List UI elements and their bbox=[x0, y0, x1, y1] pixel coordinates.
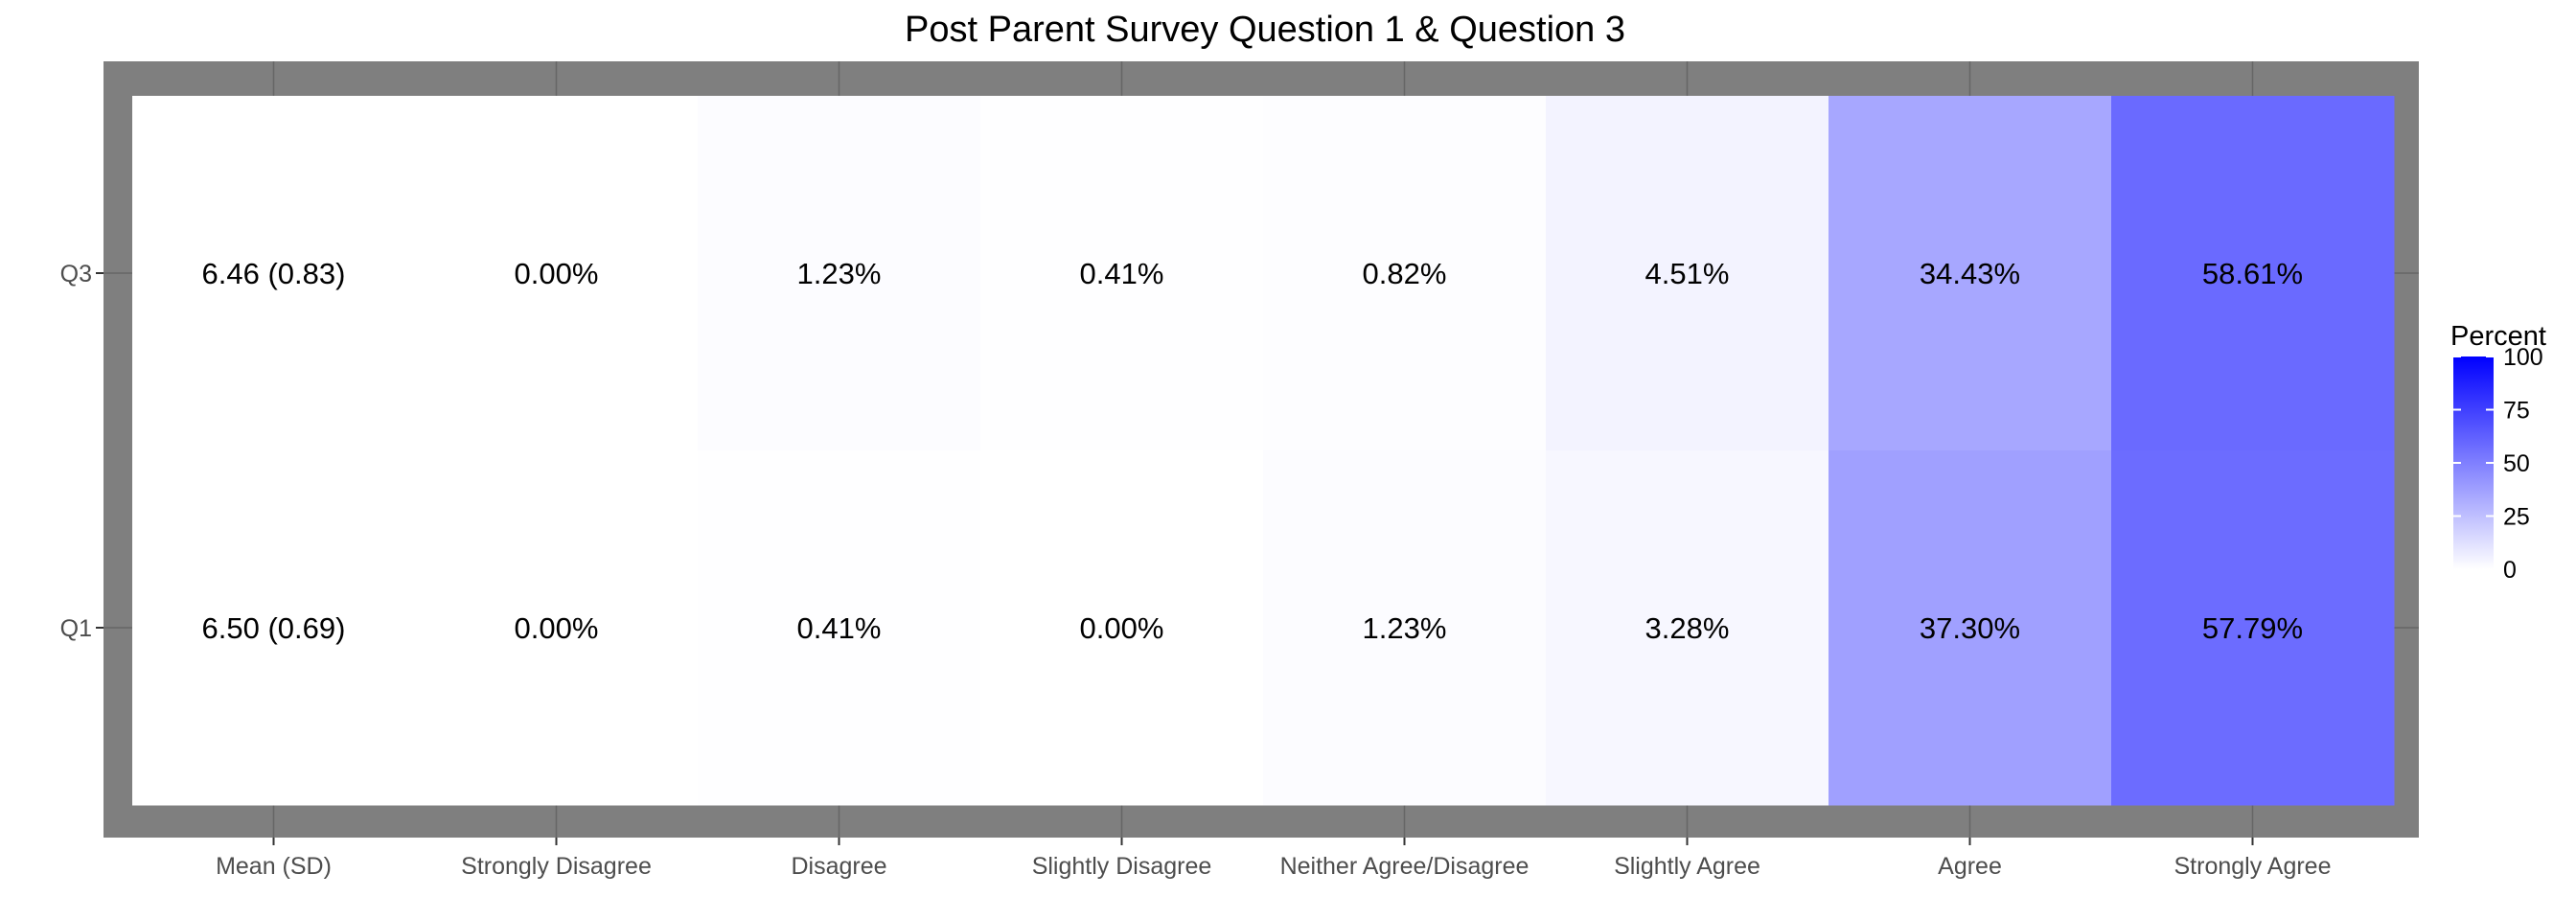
y-tick-label: Q3 bbox=[60, 261, 92, 288]
cell-value-label: 0.41% bbox=[797, 611, 882, 645]
legend-title: Percent bbox=[2450, 321, 2546, 352]
x-tick-label: Mean (SD) bbox=[216, 853, 332, 880]
heatmap-cell bbox=[132, 450, 416, 806]
cell-value-label: 6.46 (0.83) bbox=[202, 257, 346, 290]
cell-value-label: 0.41% bbox=[1080, 257, 1164, 290]
heatmap-cell bbox=[132, 96, 416, 451]
cell-value-label: 58.61% bbox=[2202, 257, 2303, 290]
cell-value-label: 3.28% bbox=[1645, 611, 1730, 645]
heatmap-cell bbox=[1263, 96, 1547, 451]
cell-value-label: 0.82% bbox=[1363, 257, 1447, 290]
cell-value-label: 0.00% bbox=[515, 257, 599, 290]
x-tick-label: Agree bbox=[1938, 853, 2002, 880]
heatmap-cell bbox=[2111, 96, 2395, 451]
legend-tick-label: 0 bbox=[2503, 557, 2517, 584]
heatmap-cell bbox=[698, 96, 981, 451]
x-tick-label: Disagree bbox=[791, 853, 886, 880]
heatmap-cell bbox=[980, 450, 1264, 806]
cell-value-label: 37.30% bbox=[1920, 611, 2020, 645]
heatmap-cell bbox=[1263, 450, 1547, 806]
x-tick-label: Strongly Disagree bbox=[461, 853, 652, 880]
heatmap-cell bbox=[980, 96, 1264, 451]
cell-value-label: 0.00% bbox=[515, 611, 599, 645]
legend-tick-label: 75 bbox=[2503, 398, 2530, 425]
x-tick-label: Neither Agree/Disagree bbox=[1280, 853, 1530, 880]
chart-title: Post Parent Survey Question 1 & Question… bbox=[905, 10, 1625, 50]
heatmap-cell bbox=[1546, 96, 1829, 451]
y-tick-label: Q1 bbox=[60, 615, 92, 642]
heatmap-cells bbox=[132, 96, 2395, 806]
cell-value-label: 6.50 (0.69) bbox=[202, 611, 346, 645]
heatmap-cell bbox=[1546, 450, 1829, 806]
heatmap-cell bbox=[2111, 450, 2395, 806]
y-axis: Q3 Q1 bbox=[60, 261, 104, 642]
cell-value-label: 1.23% bbox=[1363, 611, 1447, 645]
cell-value-label: 57.79% bbox=[2202, 611, 2303, 645]
heatmap-cell bbox=[1828, 450, 2112, 806]
heatmap-cell bbox=[698, 450, 981, 806]
x-tick-label: Slightly Agree bbox=[1614, 853, 1760, 880]
heatmap-cell bbox=[1828, 96, 2112, 451]
cell-value-label: 1.23% bbox=[797, 257, 882, 290]
cell-value-label: 34.43% bbox=[1920, 257, 2020, 290]
legend-tick-label: 50 bbox=[2503, 450, 2530, 477]
legend-tick-label: 25 bbox=[2503, 504, 2530, 531]
heatmap-cell bbox=[415, 96, 699, 451]
cell-value-label: 0.00% bbox=[1080, 611, 1164, 645]
x-axis: Mean (SD) Strongly Disagree Disagree Slight… bbox=[216, 838, 2332, 880]
x-tick-label: Strongly Agree bbox=[2174, 853, 2332, 880]
color-legend: Percent 0 25 50 75 100 bbox=[2450, 321, 2546, 584]
heatmap-cell bbox=[415, 450, 699, 806]
x-tick-label: Slightly Disagree bbox=[1032, 853, 1212, 880]
legend-ticks: 0 25 50 75 100 bbox=[2453, 344, 2543, 584]
legend-tick-label: 100 bbox=[2503, 344, 2543, 371]
cell-labels: 6.46 (0.83) 0.00% 1.23% 0.41% 0.82% 4.51% 34.4… bbox=[202, 257, 2304, 645]
cell-value-label: 4.51% bbox=[1645, 257, 1730, 290]
